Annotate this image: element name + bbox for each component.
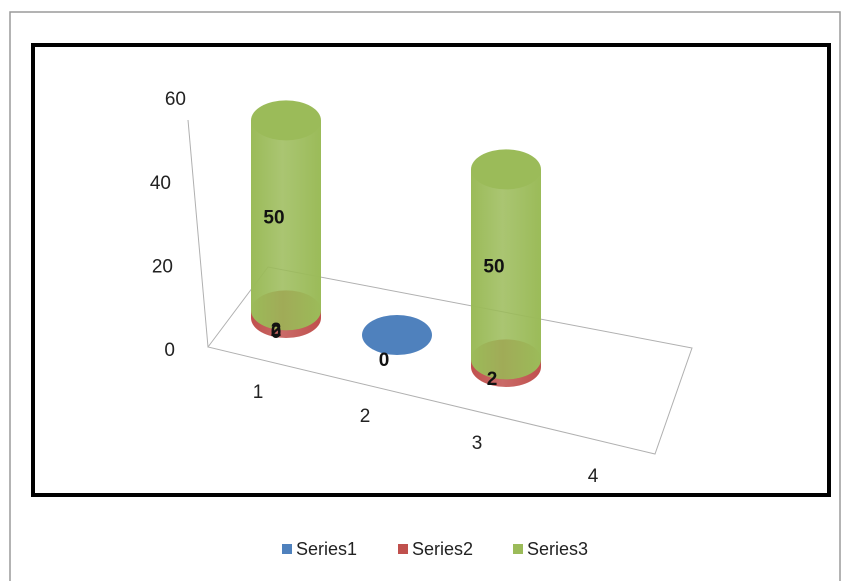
bar-series1-cat2-top bbox=[362, 315, 432, 355]
legend: Series1 Series2 Series3 bbox=[282, 539, 588, 559]
legend-swatch bbox=[282, 544, 292, 554]
y-tick-label: 60 bbox=[165, 89, 186, 110]
bar-series3-cat1 bbox=[251, 100, 321, 331]
x-tick-label: 3 bbox=[472, 433, 483, 454]
data-label: 2 bbox=[487, 369, 498, 390]
floor-plane bbox=[207, 266, 693, 455]
bar-series3-cat3-top bbox=[471, 149, 541, 190]
y-tick-labels: 0 20 40 60 bbox=[150, 89, 186, 361]
bar-series1-cat2 bbox=[362, 315, 432, 355]
y-tick-label: 40 bbox=[150, 173, 171, 194]
data-label: 0 bbox=[379, 350, 390, 371]
legend-label: Series3 bbox=[527, 539, 588, 559]
bar-series3-cat1-body bbox=[251, 120, 321, 331]
y-tick-label: 0 bbox=[164, 340, 175, 361]
legend-swatch bbox=[398, 544, 408, 554]
x-tick-label: 1 bbox=[253, 382, 264, 403]
plot-area-frame bbox=[31, 43, 831, 497]
data-label: 0 bbox=[271, 322, 282, 343]
data-label: 2 bbox=[271, 320, 282, 341]
bar-series3-cat3 bbox=[471, 149, 541, 380]
x-tick-label: 4 bbox=[588, 466, 599, 487]
x-tick-labels: 1 2 3 4 bbox=[253, 382, 599, 487]
x-tick-label: 2 bbox=[360, 406, 371, 427]
axis-frame bbox=[187, 119, 693, 455]
bar-series3-cat1-top bbox=[251, 100, 321, 141]
legend-label: Series1 bbox=[296, 539, 357, 559]
legend-swatch bbox=[513, 544, 523, 554]
legend-label: Series2 bbox=[412, 539, 473, 559]
y-axis-line bbox=[187, 119, 209, 348]
bar-series3-cat3-body bbox=[471, 169, 541, 380]
data-label: 50 bbox=[483, 256, 504, 277]
data-label: 50 bbox=[263, 207, 284, 228]
y-tick-label: 20 bbox=[152, 256, 173, 277]
data-marks bbox=[251, 100, 541, 387]
